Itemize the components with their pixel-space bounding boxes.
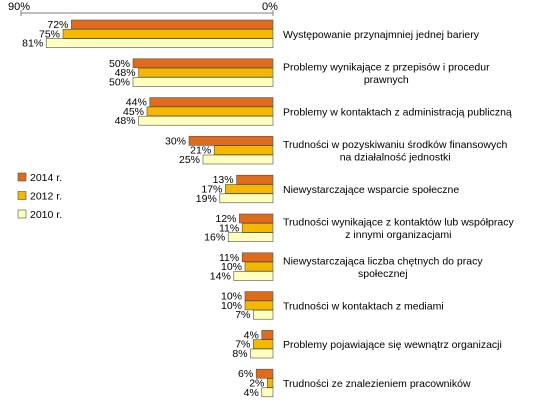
bar-value-label: 7%	[235, 339, 250, 351]
bar-value-label: 8%	[232, 348, 247, 360]
bar	[188, 136, 274, 146]
bar-value-label: 6%	[238, 368, 253, 380]
bar	[241, 252, 274, 263]
bar	[250, 348, 274, 359]
bar-value-label: 17%	[201, 184, 222, 196]
category-label: Trudności w kontaktach z mediami	[283, 300, 444, 312]
bar-value-label: 44%	[126, 97, 147, 109]
bar	[233, 271, 274, 281]
bar-value-label: 30%	[165, 135, 186, 147]
legend-swatch	[17, 172, 27, 182]
bar-value-label: 19%	[196, 193, 217, 205]
category-label: Problemy pojawiające się wewnątrz organi…	[283, 339, 502, 351]
category-label: Występowanie przynajmniej jednej bariery	[283, 29, 480, 41]
x-tick-label: 90%	[8, 1, 30, 13]
category-label: Trudności ze znalezieniem pracowników	[283, 378, 471, 390]
bar-value-label: 45%	[123, 106, 144, 118]
bar-value-label: 21%	[190, 145, 211, 157]
legend-swatch	[17, 191, 27, 200]
legend-label: 2010 r.	[30, 209, 62, 221]
bar	[146, 106, 274, 117]
bar	[244, 261, 274, 272]
bar-value-label: 81%	[22, 38, 43, 50]
bar	[253, 339, 274, 350]
bar	[267, 378, 274, 388]
bar	[244, 300, 274, 311]
bar	[132, 77, 274, 87]
bar-value-label: 16%	[204, 232, 225, 244]
bar	[45, 38, 274, 48]
category-label: Trudności w pozyskiwaniu środków finanso…	[283, 139, 507, 151]
bar	[71, 19, 274, 30]
bar-value-label: 10%	[221, 261, 242, 273]
bar	[149, 97, 274, 107]
bar	[225, 184, 274, 194]
bar-value-label: 7%	[235, 309, 250, 321]
bar-value-label: 50%	[109, 58, 130, 70]
bar	[227, 232, 274, 242]
bar-value-label: 14%	[210, 270, 231, 282]
bar-value-label: 11%	[219, 252, 239, 264]
bar	[241, 223, 274, 233]
bar-value-label: 25%	[179, 154, 200, 166]
category-label: z innymi organizacjami	[345, 229, 451, 241]
category-label: społecznej	[358, 268, 408, 280]
bar-value-label: 12%	[215, 213, 236, 225]
bar	[138, 115, 274, 126]
category-label: prawnych	[364, 74, 409, 86]
bar-value-label: 50%	[109, 76, 130, 88]
bar	[236, 174, 274, 185]
bar-value-label: 10%	[221, 291, 242, 303]
bar-value-label: 4%	[244, 329, 259, 341]
bar	[261, 330, 274, 340]
category-label: Problemy w kontaktach z administracją pu…	[283, 106, 512, 118]
bar	[244, 291, 274, 301]
bar-value-label: 4%	[244, 387, 259, 399]
legend-label: 2014 r.	[30, 172, 62, 184]
x-tick-label: 0%	[262, 1, 278, 13]
bar	[132, 58, 274, 69]
category-label: Problemy wynikające z przepisów i proced…	[283, 61, 490, 73]
legend-swatch	[17, 209, 27, 219]
bar-value-label: 11%	[219, 222, 239, 234]
bar	[253, 309, 274, 320]
category-label: Niewystarczające wsparcie społeczne	[283, 184, 459, 196]
bar-value-label: 13%	[213, 174, 234, 186]
bar	[213, 145, 274, 155]
bar-value-label: 75%	[39, 28, 60, 40]
bar-value-label: 72%	[47, 19, 68, 31]
legend-label: 2012 r.	[30, 191, 62, 203]
bar	[255, 368, 274, 379]
bar-value-label: 48%	[115, 115, 136, 127]
category-label: Niewystarczająca liczba chętnych do prac…	[283, 255, 483, 267]
bar	[219, 193, 274, 204]
bar-value-label: 2%	[249, 378, 264, 390]
bar	[62, 28, 274, 39]
bar	[138, 67, 274, 78]
bar	[202, 154, 274, 165]
bar	[261, 387, 274, 398]
bar-value-label: 48%	[115, 67, 136, 79]
bar	[239, 213, 274, 224]
category-label: na działalność jednostki	[340, 151, 451, 163]
bar-value-label: 10%	[221, 300, 242, 312]
category-label: Trudności wynikające z kontaktów lub wsp…	[283, 217, 514, 229]
